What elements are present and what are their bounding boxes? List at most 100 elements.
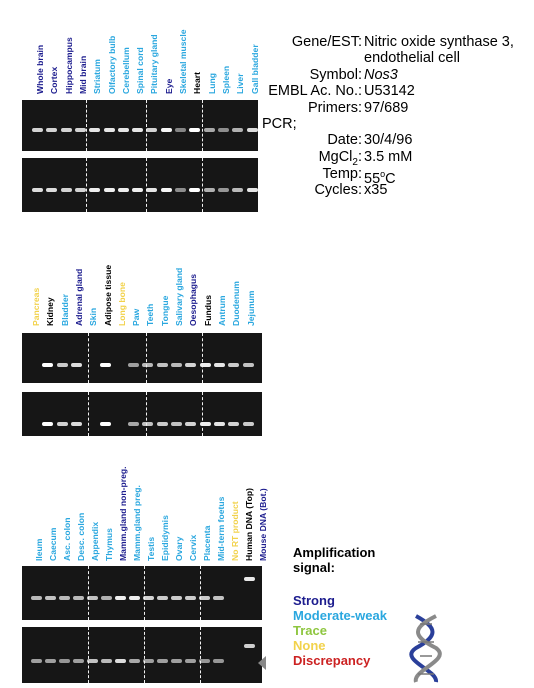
panel2-lane-label: Teeth <box>145 303 156 326</box>
panel2-gel2-band <box>142 422 154 426</box>
panel1-gel2-band <box>89 188 101 192</box>
cycles-key: Cycles: <box>314 182 362 198</box>
panel1-gel2-band <box>132 188 144 192</box>
panel2-gel2-band <box>70 422 82 426</box>
panel2-gel1-band <box>99 363 111 367</box>
panel1-gel2-band <box>74 188 86 192</box>
panel3-gel1-band <box>185 596 196 600</box>
panel3-gel1-band <box>129 596 140 600</box>
panel1-gel2-band <box>60 188 72 192</box>
panel1-gel1-band <box>203 128 215 132</box>
panel1-gel2-band <box>32 188 43 192</box>
panel3-gel1-band <box>199 596 210 600</box>
panel2-lane-label: Antrum <box>216 295 227 326</box>
panel1-gel2-band <box>117 188 129 192</box>
panel3-gel1-band <box>143 596 154 600</box>
panel3-gel1-divider <box>88 566 89 620</box>
panel-1-gel-top <box>22 100 258 151</box>
panel3-gel1-band <box>73 596 84 600</box>
panel1-gel2-band <box>175 188 186 192</box>
panel2-lane-label: Pancreas <box>31 287 41 326</box>
panel2-gel1-band <box>242 363 254 367</box>
primers-key: Primers: <box>308 100 362 116</box>
panel3-lane-label: Asc. colon <box>62 517 72 561</box>
mgcl2-key: MgCl2: <box>319 149 362 171</box>
panel1-gel1-band <box>232 128 244 132</box>
panel1-gel2-divider <box>146 158 147 212</box>
mgcl2-key-subscript: 2 <box>352 156 358 168</box>
panel3-gel1-band <box>213 596 224 600</box>
temp-value-number: 55 <box>364 170 381 187</box>
panel-3-gel-top <box>22 566 262 620</box>
panel1-gel1-band <box>146 128 158 132</box>
panel3-gel1-band <box>101 596 112 600</box>
panel1-gel2-band <box>203 188 215 192</box>
panel3-gel1-band <box>115 596 126 600</box>
panel2-lane-label: Adipose tissue <box>102 264 113 326</box>
panel3-lane-label: Ovary <box>174 536 184 561</box>
primers-value: 97/689 <box>364 100 409 116</box>
panel3-gel2-divider <box>200 627 201 683</box>
panel2-gel1-band <box>185 363 197 367</box>
panel3-gel1-band <box>87 596 98 600</box>
panel2-gel2-band <box>99 422 111 426</box>
panel3-gel2-band <box>143 659 154 663</box>
panel2-gel1-band <box>199 363 211 367</box>
panel2-gel1-divider <box>88 333 89 383</box>
panel3-gel2-band <box>101 659 112 663</box>
panel2-gel1-band <box>42 363 54 367</box>
temp-value-unit: C <box>385 170 396 187</box>
panel1-gel1-band <box>89 128 101 132</box>
panel1-gel1-band <box>32 128 43 132</box>
panel3-gel2-band <box>59 659 70 663</box>
panel3-lane-label: Cervix <box>188 534 198 561</box>
panel3-gel2-band <box>73 659 84 663</box>
panel1-gel1-divider <box>202 100 203 151</box>
panel2-lane-label: Paw <box>131 308 142 326</box>
legend-title-line-2: signal: <box>293 560 335 575</box>
panel3-gel1-band <box>157 596 168 600</box>
panel2-gel1-band <box>156 363 168 367</box>
panel2-lane-label: Tongue <box>159 295 170 326</box>
panel-3-gel-bottom <box>22 627 262 683</box>
panel2-gel2-band <box>199 422 211 426</box>
panel1-gel1-band <box>175 128 186 132</box>
pcr-label: PCR; <box>262 116 297 132</box>
panel3-human-dna-band <box>244 577 255 581</box>
panel3-gel1-band <box>31 596 42 600</box>
panel3-lane-label: Mamm.gland preg. <box>132 485 142 561</box>
panel2-gel2-band <box>171 422 182 426</box>
gene-value-line-2: endothelial cell <box>364 50 460 66</box>
panel3-lane-label: Appendix <box>90 521 100 561</box>
panel2-lane-label: Bladder <box>59 294 70 326</box>
panel1-gel2-band <box>160 188 172 192</box>
legend-discrepancy: Discrepancy <box>293 653 371 668</box>
panel3-gel2-band <box>213 659 224 663</box>
panel2-gel1-band <box>213 363 225 367</box>
panel3-gel2-band <box>87 659 98 663</box>
panel2-lane-label: Kidney <box>45 297 56 326</box>
panel1-gel1-band <box>246 128 258 132</box>
panel3-gel1-band <box>45 596 56 600</box>
panel1-gel1-band <box>103 128 115 132</box>
panel1-gel1-band <box>117 128 129 132</box>
symbol-key: Symbol: <box>309 67 362 83</box>
panel3-gel1-band <box>171 596 182 600</box>
panel3-lane-label: Human DNA (Top) <box>244 487 254 561</box>
panel1-gel2-band <box>103 188 115 192</box>
embl-key: EMBL Ac. No.: <box>268 83 362 99</box>
panel2-gel2-band <box>213 422 225 426</box>
panel2-gel2-band <box>42 422 54 426</box>
panel2-lane-label: Skin <box>88 307 99 326</box>
panel2-gel1-divider <box>202 333 203 383</box>
panel3-lane-label: Placenta <box>202 525 212 561</box>
panel1-gel1-divider <box>86 100 87 151</box>
panel2-gel1-band <box>228 363 240 367</box>
panel2-lane-label: Jejunum <box>245 290 256 326</box>
mgcl2-key-prefix: MgCl <box>318 149 353 165</box>
panel3-lane-label: Caecum <box>48 527 58 561</box>
panel1-gel2-band <box>232 188 244 192</box>
panel3-gel2-band <box>45 659 56 663</box>
panel2-gel2-band <box>56 422 68 426</box>
panel3-gel2-band <box>129 659 140 663</box>
